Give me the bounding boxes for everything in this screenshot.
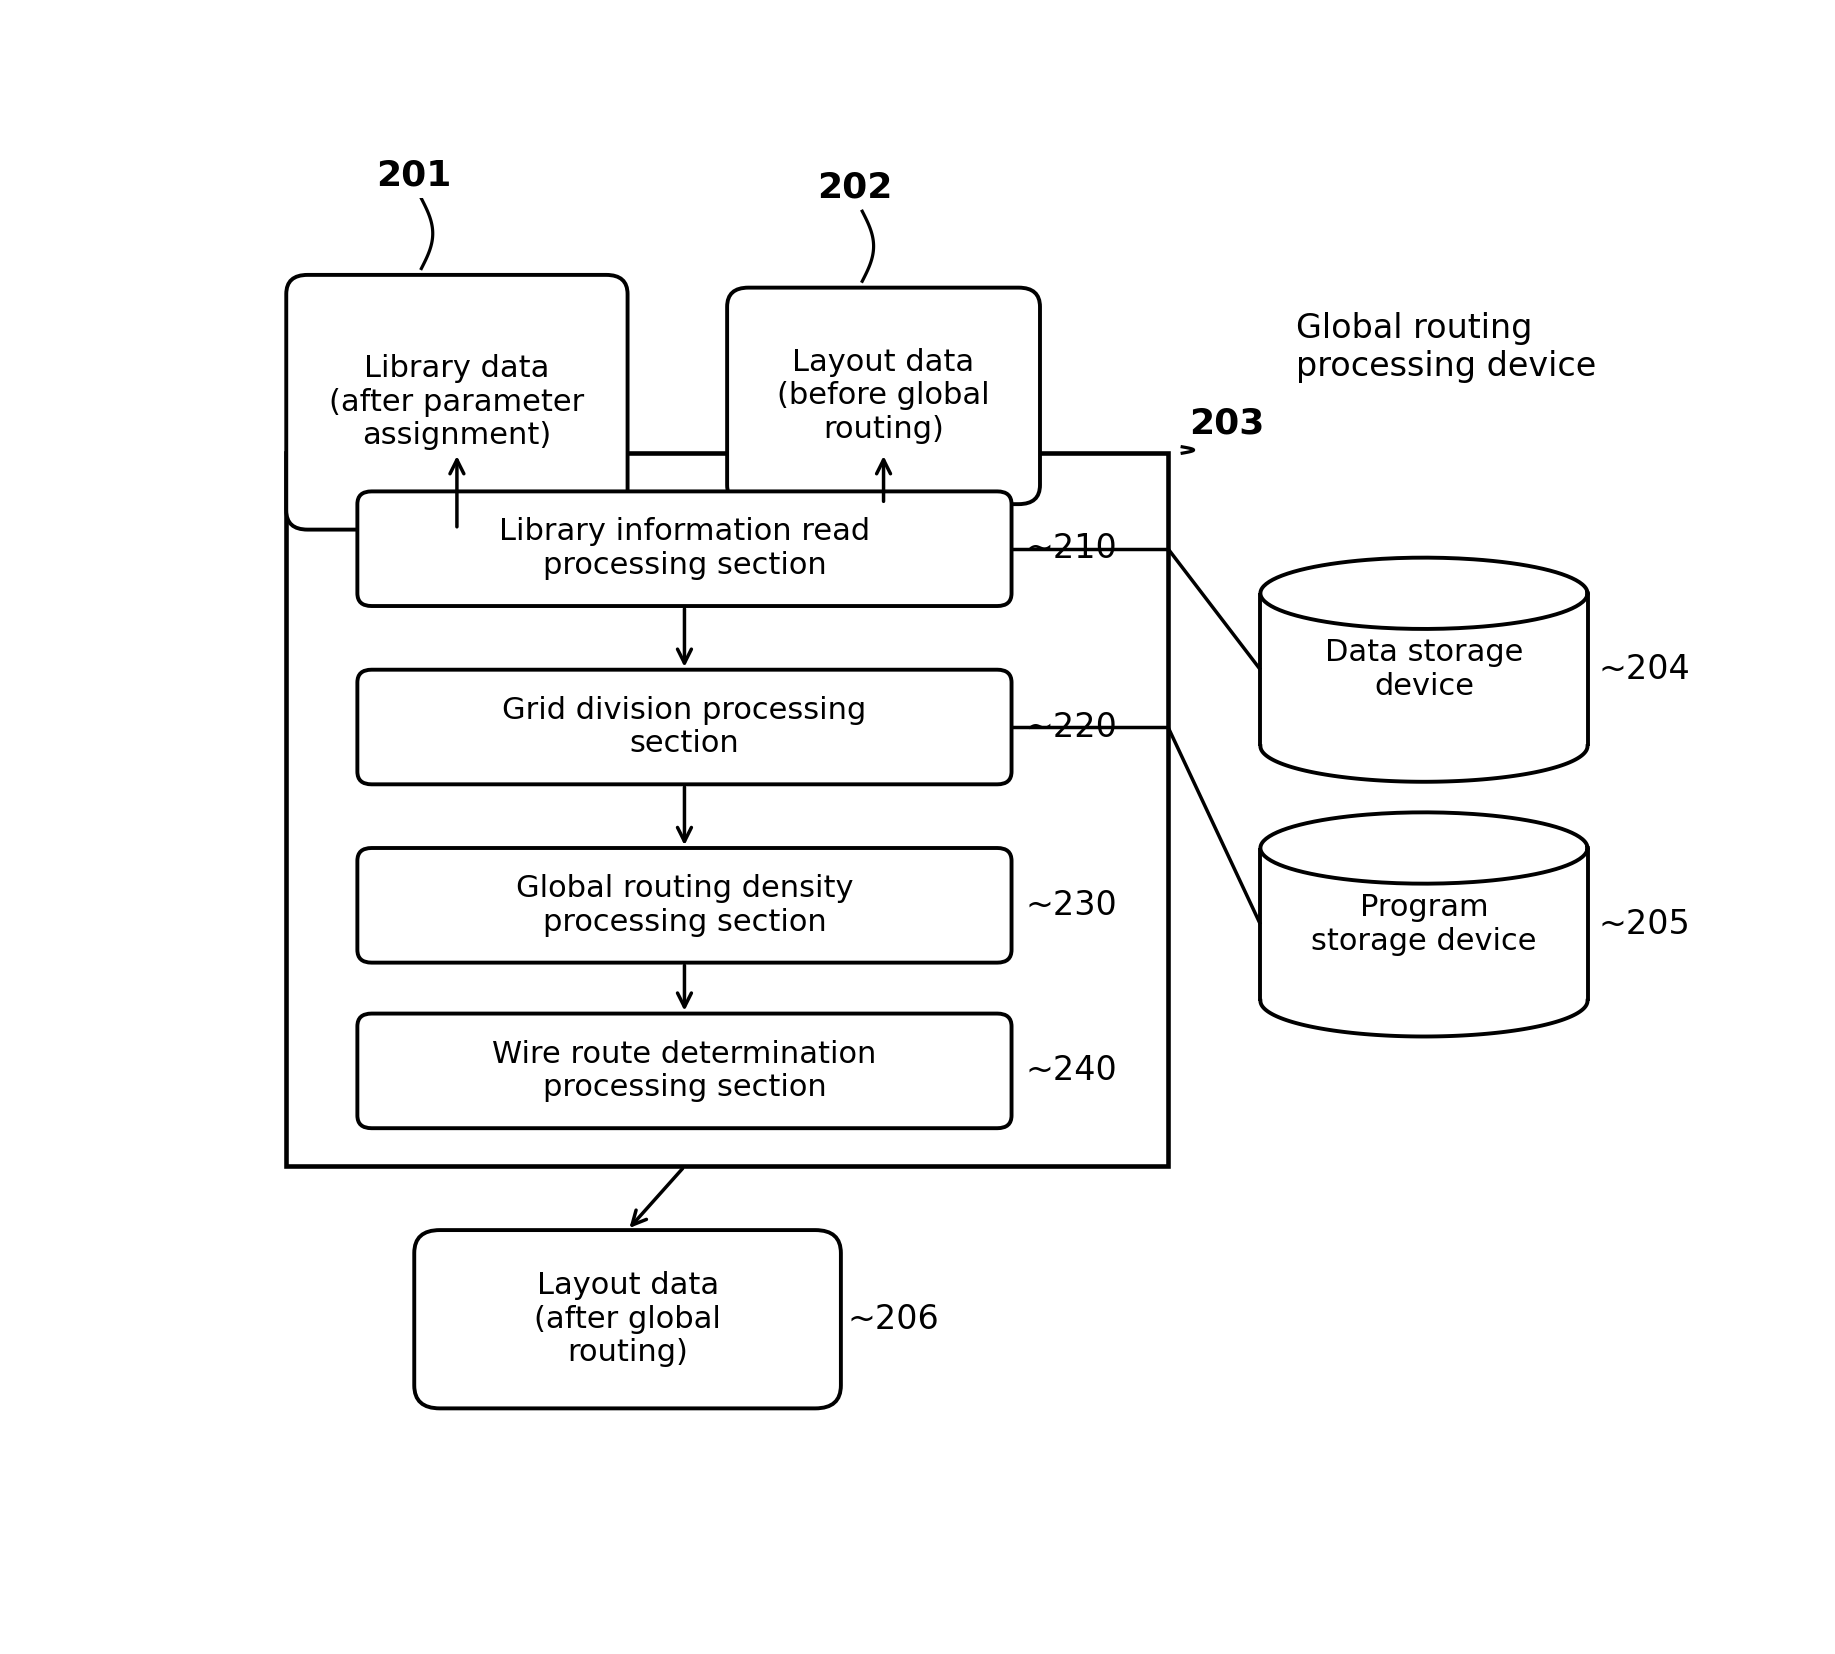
Polygon shape — [1261, 812, 1587, 883]
Text: Program
storage device: Program storage device — [1312, 893, 1536, 956]
Text: ~210: ~210 — [1026, 533, 1118, 566]
Text: ~204: ~204 — [1598, 653, 1690, 686]
Text: ~230: ~230 — [1026, 888, 1118, 921]
Text: ~240: ~240 — [1026, 1054, 1118, 1087]
FancyBboxPatch shape — [286, 275, 628, 529]
Text: 202: 202 — [817, 170, 894, 205]
Polygon shape — [1261, 557, 1587, 629]
Text: ~205: ~205 — [1598, 908, 1690, 941]
Text: Library data
(after parameter
assignment): Library data (after parameter assignment… — [328, 354, 585, 450]
Text: 203: 203 — [1189, 407, 1264, 440]
FancyBboxPatch shape — [727, 288, 1040, 504]
Text: ~206: ~206 — [848, 1303, 940, 1336]
Text: Data storage
device: Data storage device — [1325, 638, 1523, 701]
Text: Grid division processing
section: Grid division processing section — [503, 696, 866, 758]
Text: Global routing density
processing section: Global routing density processing sectio… — [516, 873, 853, 936]
Polygon shape — [1261, 594, 1587, 746]
Text: Global routing
processing device: Global routing processing device — [1296, 313, 1596, 384]
Text: Wire route determination
processing section: Wire route determination processing sect… — [492, 1040, 877, 1102]
FancyBboxPatch shape — [358, 1014, 1011, 1128]
Text: 201: 201 — [376, 159, 451, 192]
FancyBboxPatch shape — [358, 670, 1011, 784]
FancyBboxPatch shape — [358, 491, 1011, 605]
FancyBboxPatch shape — [415, 1231, 840, 1409]
FancyBboxPatch shape — [358, 849, 1011, 963]
Text: Layout data
(before global
routing): Layout data (before global routing) — [778, 347, 989, 443]
Text: ~220: ~220 — [1026, 711, 1118, 744]
Polygon shape — [1261, 849, 1587, 1001]
Bar — [286, 453, 1167, 1166]
Text: Library information read
processing section: Library information read processing sect… — [499, 518, 870, 581]
Text: Layout data
(after global
routing): Layout data (after global routing) — [534, 1272, 721, 1368]
